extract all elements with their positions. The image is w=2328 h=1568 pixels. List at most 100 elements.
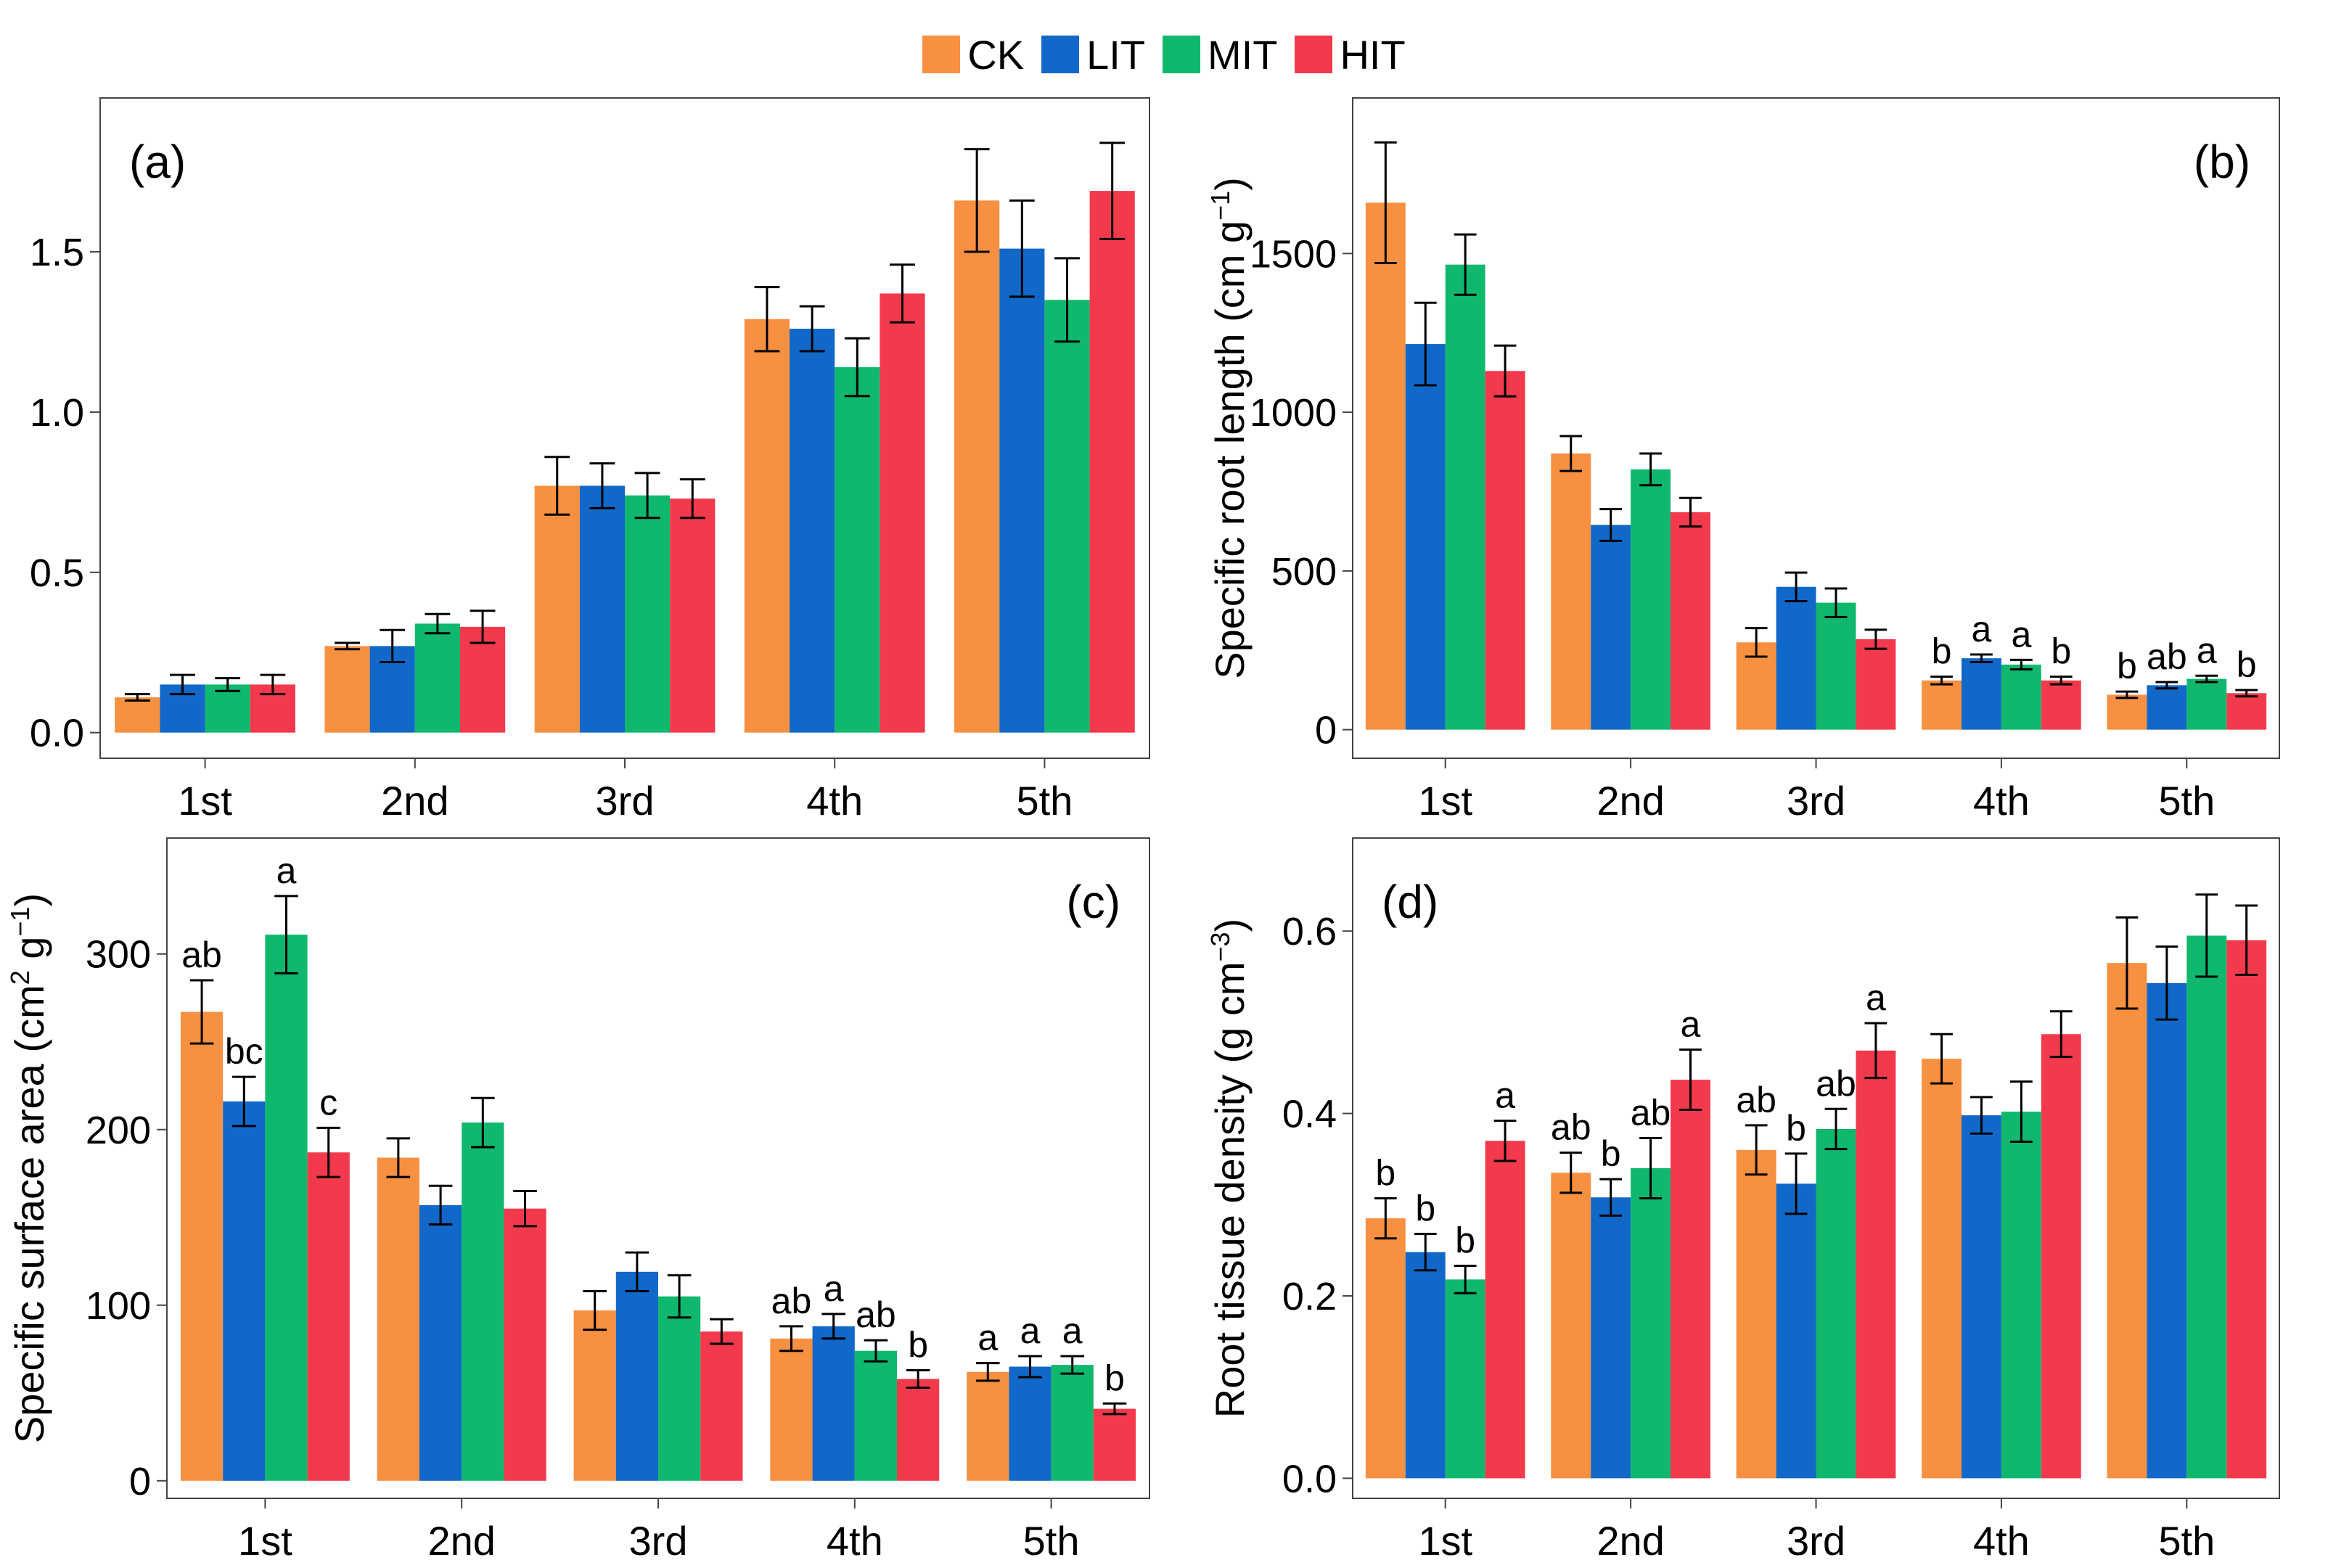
- bar-ck-1st: [1365, 202, 1406, 730]
- y-axis-label-d: Root tissue density (g cm−3): [1205, 919, 1253, 1418]
- bar-mit-3rd: [625, 495, 671, 733]
- x-tick-label-5th: 5th: [2158, 1518, 2215, 1564]
- bar-ck-3rd: [573, 1310, 616, 1481]
- bar-lit-4th: [1961, 1115, 2001, 1479]
- significance-letter-mit-4th: ab: [856, 1294, 896, 1335]
- bar-hit-4th: [880, 293, 925, 733]
- x-tick-label-3rd: 3rd: [596, 778, 655, 824]
- bar-ck-4th: [1922, 1059, 1962, 1479]
- bar-lit-3rd: [1776, 1183, 1816, 1479]
- bar-hit-1st: [1485, 1141, 1525, 1479]
- bar-hit-4th: [2041, 1034, 2081, 1479]
- bar-lit-4th: [1961, 658, 2001, 730]
- bar-lit-1st: [223, 1101, 266, 1481]
- bar-ck-2nd: [324, 646, 370, 733]
- y-tick-label: 100: [86, 1284, 151, 1328]
- bar-hit-1st: [1485, 371, 1525, 730]
- y-tick-label: 0.0: [30, 712, 84, 755]
- significance-letter-hit-2nd: a: [1681, 1004, 1701, 1045]
- significance-letter-hit-3rd: a: [1866, 977, 1886, 1018]
- significance-letter-mit-2nd: ab: [1631, 1093, 1671, 1133]
- legend-item-hit: HIT: [1295, 31, 1406, 78]
- svg-text:Specific surface area (cm2 g−1: Specific surface area (cm2 g−1): [5, 893, 53, 1443]
- significance-letter-hit-1st: a: [1495, 1075, 1515, 1116]
- legend-swatch-mit: [1163, 36, 1201, 73]
- significance-letter-ck-5th: a: [977, 1318, 998, 1358]
- x-tick-label-1st: 1st: [178, 778, 232, 824]
- significance-letter-ck-4th: ab: [771, 1281, 812, 1321]
- bar-ck-4th: [744, 319, 790, 733]
- y-tick-label: 1.0: [30, 391, 84, 435]
- bar-lit-5th: [2147, 685, 2187, 730]
- bar-mit-1st: [1445, 264, 1485, 730]
- legend-item-lit: LIT: [1041, 31, 1145, 78]
- bar-mit-5th: [1051, 1365, 1094, 1481]
- bar-mit-5th: [2186, 678, 2227, 730]
- bar-mit-1st: [265, 935, 308, 1481]
- significance-letter-mit-1st: a: [276, 850, 297, 891]
- significance-letter-lit-4th: a: [824, 1268, 844, 1309]
- y-tick-label: 0: [1315, 709, 1337, 752]
- bar-lit-2nd: [1591, 1197, 1631, 1479]
- bar-mit-3rd: [1816, 602, 1856, 730]
- bar-mit-2nd: [414, 623, 460, 733]
- x-tick-label-3rd: 3rd: [1787, 1518, 1845, 1564]
- y-tick-label: 0.6: [1282, 910, 1337, 953]
- significance-letter-hit-1st: c: [319, 1082, 337, 1122]
- bar-hit-5th: [1089, 191, 1135, 733]
- bar-mit-5th: [2186, 935, 2227, 1479]
- x-tick-label-4th: 4th: [1973, 778, 2030, 824]
- y-tick-label: 300: [86, 933, 151, 977]
- significance-letter-mit-1st: b: [1455, 1220, 1475, 1260]
- bar-lit-5th: [2147, 982, 2187, 1479]
- significance-letter-ck-2nd: ab: [1551, 1107, 1591, 1148]
- panel-label-b: (b): [2194, 136, 2250, 188]
- significance-letter-mit-4th: a: [2011, 614, 2031, 654]
- bar-mit-2nd: [1631, 1168, 1671, 1479]
- significance-letter-lit-5th: ab: [2147, 636, 2187, 677]
- bar-hit-2nd: [504, 1208, 546, 1481]
- bar-hit-5th: [2226, 693, 2267, 730]
- bar-mit-1st: [205, 684, 250, 733]
- y-tick-label: 0.2: [1282, 1275, 1337, 1318]
- bar-ck-4th: [1922, 680, 1962, 730]
- x-tick-label-4th: 4th: [827, 1518, 883, 1564]
- y-tick-label: 0.4: [1282, 1093, 1337, 1136]
- significance-letter-ck-3rd: ab: [1736, 1080, 1776, 1120]
- svg-text:Root tissue density (g cm−3): Root tissue density (g cm−3): [1205, 919, 1253, 1418]
- legend-swatch-ck: [922, 36, 961, 73]
- significance-letter-hit-4th: b: [2051, 631, 2071, 672]
- legend-item-mit: MIT: [1163, 31, 1277, 78]
- bar-hit-3rd: [1856, 1050, 1896, 1479]
- bar-hit-3rd: [700, 1331, 743, 1481]
- bar-ck-1st: [115, 697, 160, 733]
- significance-letter-lit-3rd: b: [1786, 1108, 1806, 1149]
- bar-hit-2nd: [459, 626, 506, 733]
- significance-letter-ck-1st: b: [1375, 1152, 1395, 1193]
- bar-lit-3rd: [615, 1271, 658, 1481]
- significance-letter-ck-5th: b: [2117, 646, 2137, 686]
- y-tick-label: 0.5: [30, 551, 84, 595]
- bar-ck-2nd: [1551, 453, 1591, 730]
- x-tick-label-3rd: 3rd: [1787, 778, 1845, 824]
- bar-hit-5th: [2226, 940, 2267, 1479]
- bar-lit-1st: [1405, 344, 1446, 730]
- x-tick-label-5th: 5th: [1016, 778, 1073, 824]
- bar-lit-2nd: [1591, 525, 1631, 730]
- legend-item-ck: CK: [922, 31, 1024, 78]
- x-tick-label-2nd: 2nd: [381, 778, 448, 824]
- bar-mit-2nd: [1631, 469, 1671, 730]
- bar-mit-4th: [2001, 664, 2041, 730]
- legend-label-lit: LIT: [1086, 31, 1146, 78]
- y-tick-label: 1500: [1250, 232, 1337, 276]
- y-tick-label: 1.5: [30, 231, 84, 274]
- legend-label-ck: CK: [967, 31, 1025, 78]
- legend: CK LIT MIT HIT: [0, 22, 2328, 87]
- bar-ck-5th: [2107, 694, 2147, 730]
- y-axis-label-b: Specific root length (cm g−1): [1205, 177, 1253, 679]
- bar-ck-5th: [954, 200, 1000, 733]
